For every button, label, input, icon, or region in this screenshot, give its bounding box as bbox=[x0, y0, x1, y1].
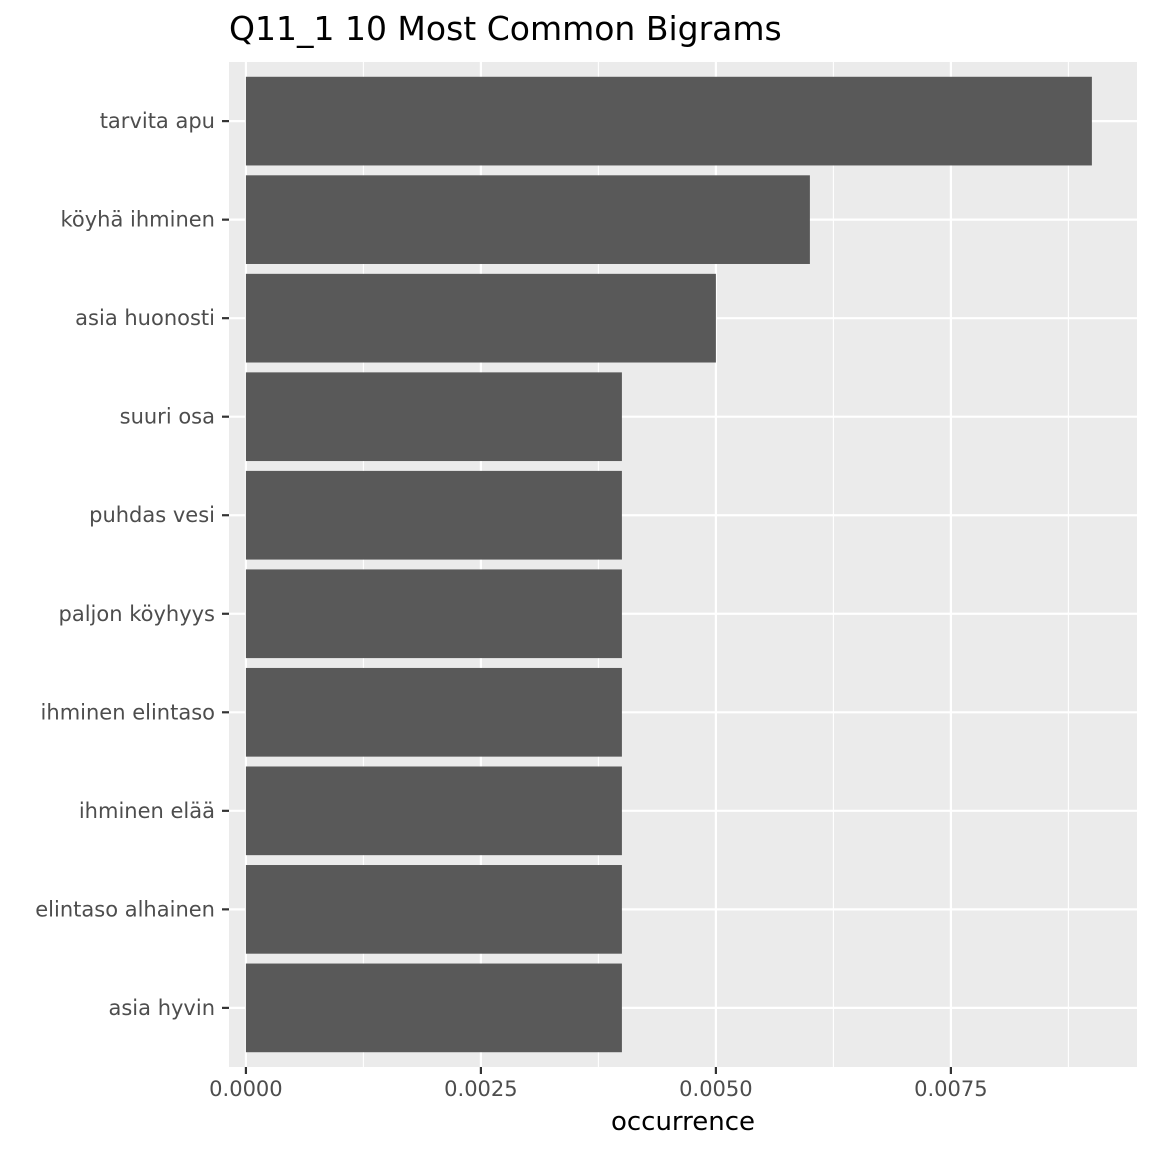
x-tick-label: 0.0075 bbox=[914, 1077, 987, 1101]
bar bbox=[245, 273, 716, 363]
y-tick-label: tarvita apu bbox=[100, 109, 215, 133]
x-tick-label: 0.0025 bbox=[444, 1077, 517, 1101]
bar bbox=[245, 569, 622, 659]
bar bbox=[245, 766, 622, 856]
chart-title: Q11_1 10 Most Common Bigrams bbox=[229, 9, 782, 48]
bar bbox=[245, 963, 622, 1053]
bar bbox=[245, 372, 622, 462]
bar bbox=[245, 470, 622, 560]
y-tick-label: asia huonosti bbox=[75, 306, 215, 330]
x-tick-label: 0.0000 bbox=[209, 1077, 282, 1101]
bar bbox=[245, 865, 622, 954]
y-tick-label: puhdas vesi bbox=[89, 503, 215, 527]
y-tick-label: suuri osa bbox=[120, 405, 215, 429]
y-tick-label: asia hyvin bbox=[109, 996, 216, 1020]
y-axis: tarvita apu köyhä ihminen asia huonosti suu… bbox=[35, 109, 229, 1020]
x-axis: 0.0000 0.0025 0.0050 0.0075 bbox=[209, 1067, 988, 1101]
y-tick-label: paljon köyhyys bbox=[59, 602, 216, 626]
y-tick-label: ihminen elää bbox=[79, 799, 215, 823]
x-axis-title: occurrence bbox=[611, 1107, 755, 1137]
y-tick-label: ihminen elintaso bbox=[41, 700, 215, 724]
bar bbox=[245, 175, 810, 264]
y-tick-label: köyhä ihminen bbox=[60, 208, 215, 232]
bar bbox=[245, 667, 622, 757]
bars bbox=[245, 76, 1092, 1053]
x-tick-label: 0.0050 bbox=[679, 1077, 752, 1101]
y-tick-label: elintaso alhainen bbox=[35, 897, 215, 921]
bar bbox=[245, 76, 1092, 166]
